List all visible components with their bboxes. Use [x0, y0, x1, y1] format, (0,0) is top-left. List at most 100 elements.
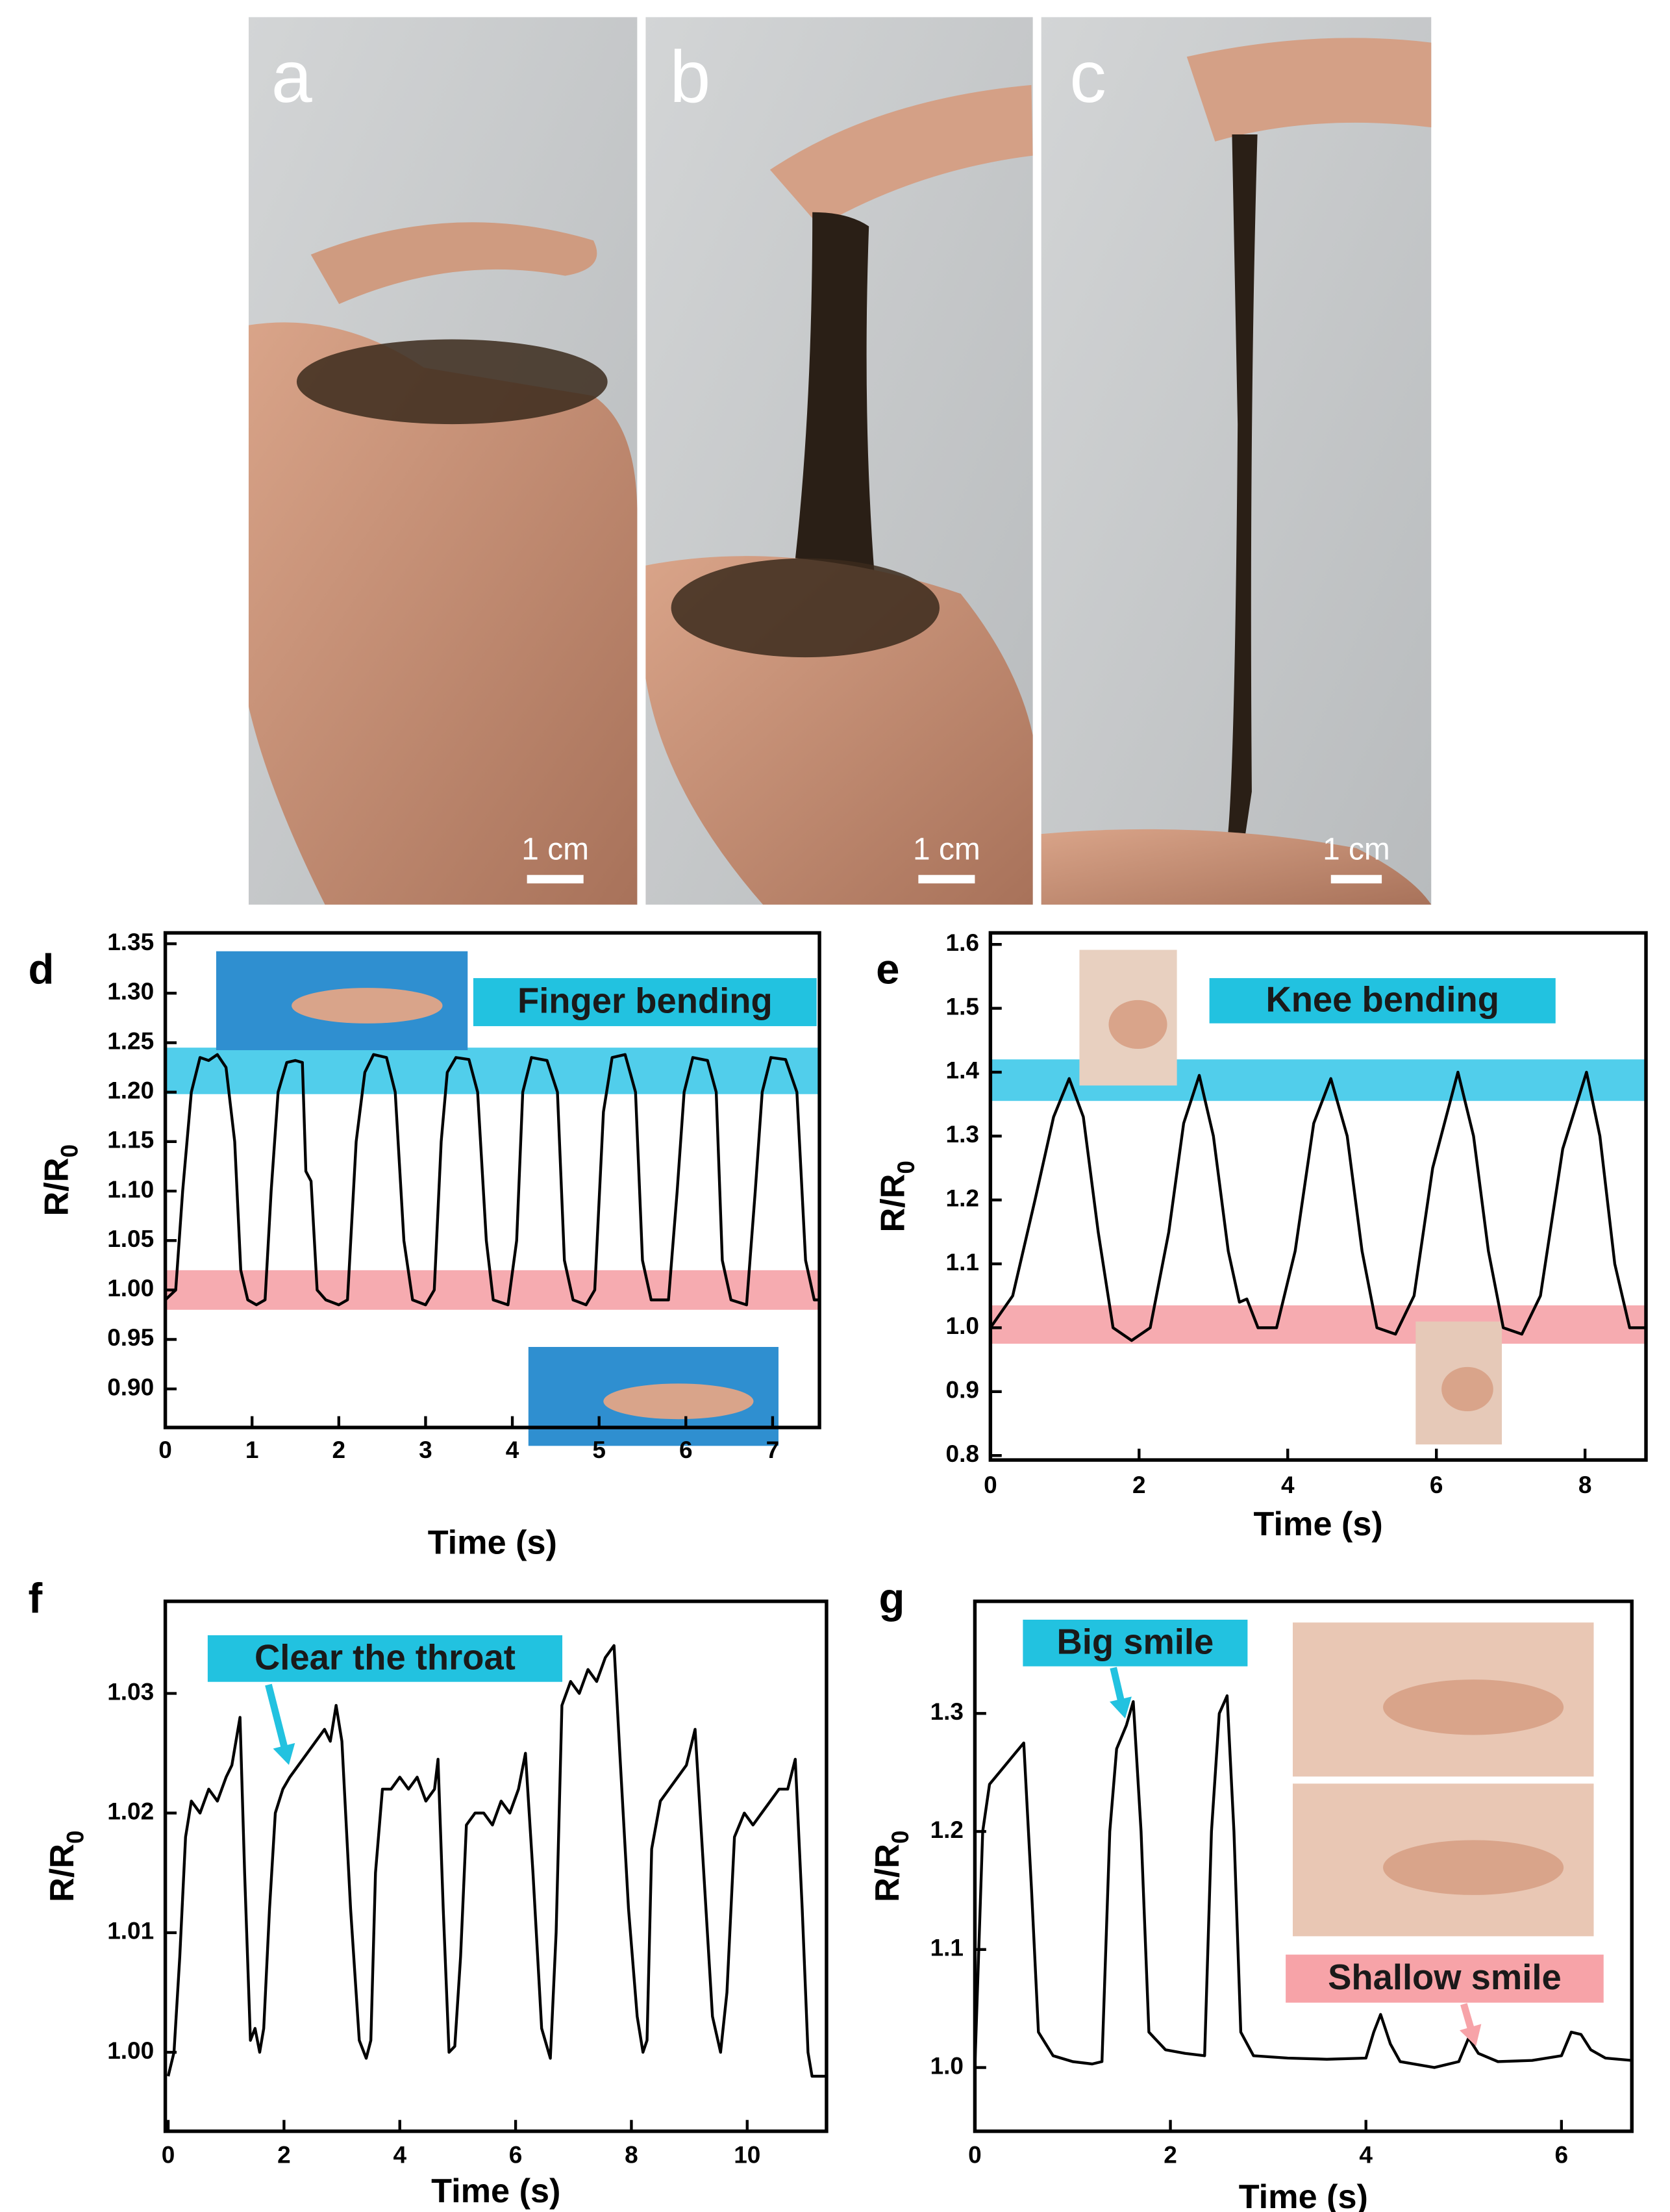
y-axis-title: R/R0	[875, 1161, 919, 1233]
y-tick-label: 1.4	[946, 1057, 980, 1084]
y-tick-label: 1.0	[930, 2052, 964, 2079]
x-tick-label: 6	[509, 2142, 523, 2168]
x-axis-title: Time (s)	[428, 1524, 557, 1561]
y-tick-label: 1.2	[930, 1816, 964, 1843]
x-tick-label: 0	[968, 2142, 982, 2168]
y-axis-title: R/R0	[869, 1830, 914, 1902]
plot-frame	[988, 931, 1648, 1462]
x-tick-label: 2	[277, 2142, 291, 2168]
annotation-text: Finger bending	[517, 981, 773, 1021]
y-axis-title-subscript: 0	[62, 1830, 88, 1844]
x-axis-title: Time (s)	[1254, 1505, 1383, 1543]
y-tick-label: 1.1	[946, 1249, 979, 1276]
x-axis-title: Time (s)	[431, 2172, 560, 2210]
x-tick-label: 4	[1359, 2142, 1373, 2168]
y-axis-title-subscript: 0	[893, 1161, 919, 1174]
data-line	[973, 1694, 1632, 2069]
x-tick-label: 8	[1578, 1472, 1592, 1498]
y-tick-label: 1.02	[107, 1798, 154, 1824]
annotation-text: Big smile	[1057, 1622, 1214, 1661]
y-axis-title-subscript: 0	[887, 1830, 914, 1844]
chart: 1.35 1.30 1.25 1.20 1.15 1.10 1.05 1.00 0.95 0.90…	[29, 929, 821, 1561]
y-tick-label: 1.01	[107, 1918, 154, 1944]
y-axis-title-main: R/R	[44, 1844, 81, 1902]
y-tick-label: 1.20	[107, 1077, 154, 1103]
annotation-box	[1286, 1954, 1604, 2003]
x-tick-label: 10	[734, 2142, 760, 2168]
scale-bar-label: 1 cm	[913, 832, 980, 866]
inset-photo-detail	[1383, 1840, 1564, 1895]
y-axis-title: R/R0	[44, 1830, 88, 1902]
annotation-arrowhead	[1109, 1696, 1132, 1718]
y-tick-label: 1.30	[107, 978, 154, 1005]
y-tick-label: 1.1	[930, 1935, 964, 1961]
x-tick-label: 6	[1555, 2142, 1569, 2168]
panel-label: d	[29, 946, 55, 993]
photo-a: a 1 cm	[248, 17, 638, 905]
annotation-text: Clear the throat	[255, 1637, 516, 1677]
x-tick-label: 7	[766, 1437, 780, 1463]
panel-label: g	[879, 1574, 904, 1622]
annotation-arrow	[265, 1683, 290, 1758]
annotation-box	[207, 1635, 563, 1682]
x-tick-label: 2	[1132, 1472, 1146, 1498]
x-tick-label: 0	[162, 2142, 175, 2168]
y-axis-title-main: R/R	[38, 1158, 75, 1216]
band	[990, 1305, 1647, 1344]
photo-c: c 1 cm	[1041, 17, 1432, 905]
panel-label: b	[669, 36, 710, 118]
scale-bar-label: 1 cm	[521, 832, 589, 866]
annotation-text: Shallow smile	[1328, 1957, 1562, 1997]
y-tick-label: 1.05	[107, 1225, 154, 1252]
y-tick-label: 0.8	[946, 1440, 979, 1467]
chart: 1.3 1.2 1.1 1.0 0 2 4 6 Time (s) R/R0 g Big smile Sh…	[869, 1574, 1634, 2212]
photo-b: b 1 cm	[645, 17, 1033, 905]
x-tick-label: 1	[245, 1437, 259, 1463]
x-tick-label: 6	[1430, 1472, 1443, 1498]
inset-photo-detail	[1383, 1679, 1564, 1735]
scale-bar-label: 1 cm	[1323, 832, 1390, 866]
y-tick-label: 1.00	[107, 2037, 154, 2064]
x-tick-label: 4	[506, 1437, 519, 1463]
x-tick-label: 2	[332, 1437, 346, 1463]
y-tick-label: 1.5	[946, 993, 979, 1020]
panel-label: c	[1069, 36, 1106, 118]
panel-label: a	[271, 36, 312, 118]
inset-photo-detail	[1108, 999, 1167, 1049]
y-axis-title: R/R0	[38, 1144, 82, 1216]
inset-photo-detail	[292, 988, 443, 1024]
y-tick-label: 1.10	[107, 1176, 154, 1203]
inset-photo-detail	[1441, 1366, 1493, 1412]
panel-label: f	[29, 1574, 43, 1622]
x-tick-label: 2	[1164, 2142, 1177, 2168]
annotation-arrowhead	[1459, 2024, 1482, 2046]
annotation-text: Knee bending	[1265, 979, 1499, 1019]
x-tick-label: 0	[984, 1472, 997, 1498]
plot-frame	[163, 1599, 829, 2133]
y-tick-label: 0.90	[107, 1374, 154, 1400]
y-tick-label: 1.6	[946, 929, 979, 956]
y-tick-label: 1.00	[107, 1275, 154, 1301]
y-tick-label: 1.03	[107, 1678, 154, 1705]
y-tick-label: 1.25	[107, 1027, 154, 1054]
plot-frame	[163, 931, 821, 1429]
inset-photo-detail	[603, 1383, 754, 1420]
x-axis-title: Time (s)	[1239, 2178, 1368, 2212]
y-tick-label: 1.3	[930, 1698, 964, 1725]
annotation-box	[473, 978, 817, 1027]
x-tick-label: 6	[679, 1437, 693, 1463]
data-line	[166, 1644, 827, 2078]
y-tick-label: 1.2	[946, 1185, 979, 1211]
band	[165, 1048, 820, 1094]
data-line	[989, 1070, 1647, 1342]
annotation-arrowhead	[273, 1742, 295, 1765]
y-tick-label: 1.0	[946, 1313, 979, 1339]
x-tick-label: 4	[1281, 1472, 1295, 1498]
panel-label: e	[876, 946, 899, 993]
plot-frame	[973, 1599, 1634, 2133]
y-axis-title-subscript: 0	[56, 1144, 83, 1158]
y-tick-label: 1.15	[107, 1127, 154, 1153]
